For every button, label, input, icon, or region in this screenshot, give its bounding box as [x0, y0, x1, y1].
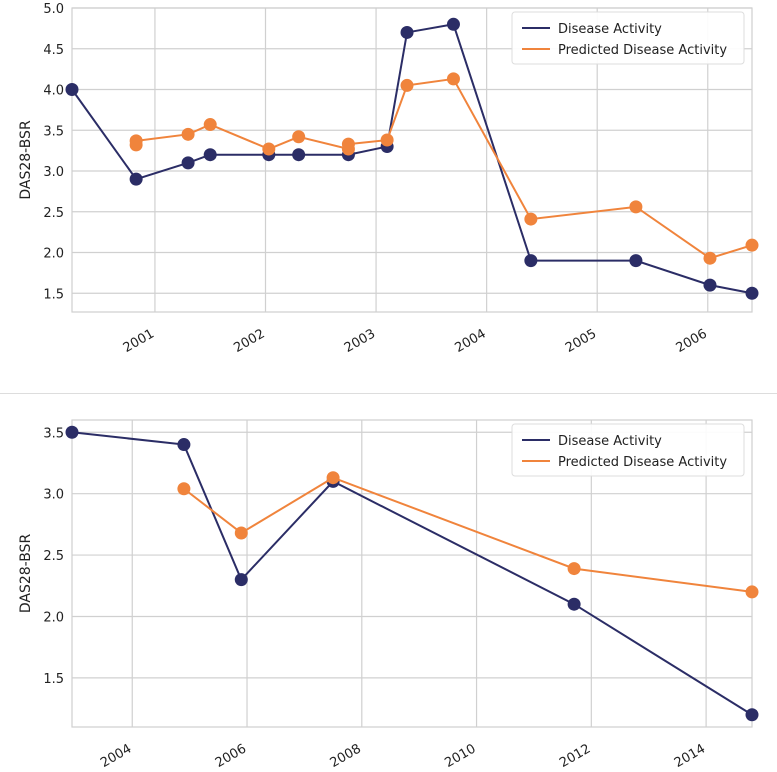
disease-activity-point: [446, 17, 460, 31]
predicted-activity-point: [203, 118, 217, 132]
y-tick-label: 5.0: [43, 2, 64, 17]
x-tick-label: 2002: [231, 326, 267, 356]
disease-activity-point: [745, 286, 759, 300]
y-axis-label: DAS28-BSR: [18, 120, 34, 200]
legend-label-disease-activity: Disease Activity: [558, 22, 662, 37]
disease-activity-point: [703, 278, 717, 292]
predicted-activity-point: [262, 142, 276, 156]
disease-activity-point: [234, 573, 248, 587]
predicted-activity-point: [341, 137, 355, 151]
y-tick-label: 4.0: [43, 84, 64, 99]
predicted-activity-point: [745, 238, 759, 252]
y-tick-label: 2.5: [43, 549, 64, 564]
disease-activity-point: [745, 708, 759, 722]
y-tick-label: 2.0: [43, 247, 64, 262]
y-tick-label: 4.5: [43, 43, 64, 58]
predicted-activity-point: [234, 526, 248, 540]
disease-activity-point: [524, 254, 538, 268]
disease-activity-point: [629, 254, 643, 268]
y-axis-label: DAS28-BSR: [18, 534, 34, 614]
disease-activity-point: [203, 148, 217, 162]
y-tick-label: 3.0: [43, 488, 64, 503]
y-tick-label: 1.5: [43, 672, 64, 687]
top-chart: 2001 2002 2003 2004 2005 2006 1.5 2.0 2.5 3.0 3.5 4…: [18, 2, 759, 356]
x-tick-label: 2012: [557, 741, 593, 768]
predicted-activity-point: [745, 585, 759, 599]
x-tick-label: 2004: [98, 741, 134, 768]
x-tick-label: 2001: [121, 326, 157, 356]
predicted-activity-point: [703, 251, 717, 265]
disease-activity-point: [129, 172, 143, 186]
x-tick-label: 2006: [213, 741, 249, 768]
panel-divider: [0, 393, 777, 394]
legend-box: [511, 11, 745, 65]
top-chart-panel: 2001 2002 2003 2004 2005 2006 1.5 2.0 2.5 3.0 3.5 4…: [18, 2, 759, 356]
disease-activity-point: [65, 425, 79, 439]
legend-label-disease-activity: Disease Activity: [558, 434, 662, 449]
predicted-activity-point: [292, 130, 306, 144]
bottom-chart-panel: 2004 2006 2008 2010 2012 2014 1.5 2.0 2.5 3.0 3.5 D…: [0, 398, 777, 771]
legend-box: [511, 423, 745, 477]
predicted-activity-point: [400, 78, 414, 92]
predicted-activity-point: [446, 72, 460, 86]
y-tick-label: 2.5: [43, 206, 64, 221]
disease-activity-point: [567, 597, 581, 611]
y-tick-label: 1.5: [43, 287, 64, 302]
y-tick-label: 3.5: [43, 124, 64, 139]
predicted-activity-point: [567, 562, 581, 576]
predicted-activity-point: [129, 134, 143, 148]
disease-activity-point: [400, 25, 414, 39]
x-tick-label: 2006: [674, 326, 710, 356]
legend-label-predicted: Predicted Disease Activity: [558, 43, 727, 58]
y-tick-label: 3.0: [43, 165, 64, 180]
disease-activity-line: [71, 431, 753, 716]
predicted-activity-point: [181, 127, 195, 141]
y-tick-label: 2.0: [43, 610, 64, 625]
disease-activity-point: [181, 156, 195, 170]
x-tick-label: 2003: [342, 326, 378, 356]
y-tick-label: 3.5: [43, 426, 64, 441]
bottom-chart: 2004 2006 2008 2010 2012 2014 1.5 2.0 2.5 3.0 3.5 D…: [18, 419, 759, 771]
disease-activity-point: [177, 438, 191, 452]
predicted-activity-point: [380, 133, 394, 147]
legend-label-predicted: Predicted Disease Activity: [558, 455, 727, 470]
disease-activity-point: [292, 148, 306, 162]
x-tick-label: 2014: [672, 741, 708, 768]
predicted-activity-point: [326, 471, 340, 485]
predicted-activity-point: [629, 200, 643, 214]
predicted-activity-point: [524, 212, 538, 226]
predicted-activity-point: [177, 482, 191, 496]
disease-activity-point: [65, 83, 79, 97]
x-tick-label: 2004: [452, 326, 488, 356]
x-tick-label: 2008: [328, 741, 364, 768]
plot-frame: [71, 419, 753, 728]
x-tick-label: 2010: [442, 741, 478, 768]
x-tick-label: 2005: [563, 326, 599, 356]
plot-frame: [71, 7, 753, 313]
